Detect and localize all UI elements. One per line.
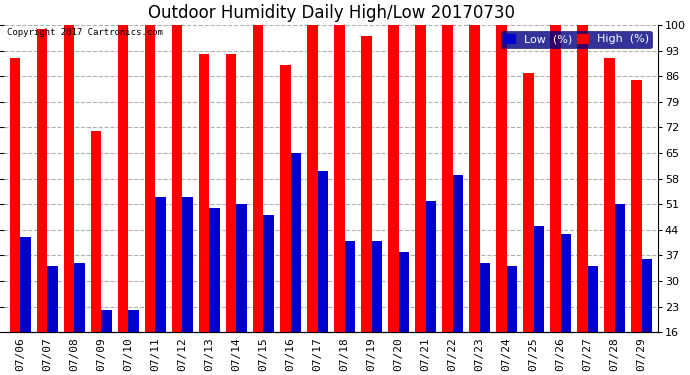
Bar (577, 25, 588, 332)
Text: Copyright 2017 Cartronics.com: Copyright 2017 Cartronics.com (8, 28, 164, 37)
Bar (399, 252, 409, 332)
Bar (182, 197, 193, 332)
Bar (415, 25, 426, 332)
Bar (145, 25, 155, 332)
Bar (533, 226, 544, 332)
Bar (279, 65, 290, 332)
Bar (172, 25, 182, 332)
Bar (48, 266, 58, 332)
Bar (155, 197, 166, 332)
Bar (90, 131, 101, 332)
Bar (10, 58, 21, 332)
Bar (237, 204, 247, 332)
Bar (334, 25, 344, 332)
Bar (128, 310, 139, 332)
Bar (371, 241, 382, 332)
Bar (469, 25, 480, 332)
Bar (264, 215, 275, 332)
Bar (199, 54, 210, 332)
Bar (317, 171, 328, 332)
Bar (75, 263, 85, 332)
Bar (37, 29, 48, 332)
Bar (523, 73, 533, 332)
Bar (253, 25, 264, 332)
Bar (480, 263, 491, 332)
Bar (615, 204, 625, 332)
Bar (210, 208, 220, 332)
Bar (307, 25, 317, 332)
Bar (117, 25, 128, 332)
Bar (226, 54, 237, 332)
Bar (426, 201, 436, 332)
Bar (506, 266, 518, 332)
Title: Outdoor Humidity Daily High/Low 20170730: Outdoor Humidity Daily High/Low 20170730 (148, 4, 515, 22)
Bar (588, 266, 598, 332)
Bar (344, 241, 355, 332)
Bar (642, 259, 653, 332)
Bar (561, 234, 571, 332)
Bar (361, 36, 371, 332)
Bar (290, 153, 302, 332)
Bar (21, 237, 31, 332)
Legend: Low  (%), High  (%): Low (%), High (%) (501, 31, 652, 48)
Bar (631, 80, 642, 332)
Bar (63, 25, 75, 332)
Bar (442, 25, 453, 332)
Bar (550, 25, 561, 332)
Bar (604, 58, 615, 332)
Bar (101, 310, 112, 332)
Bar (453, 175, 464, 332)
Bar (496, 25, 506, 332)
Bar (388, 25, 399, 332)
